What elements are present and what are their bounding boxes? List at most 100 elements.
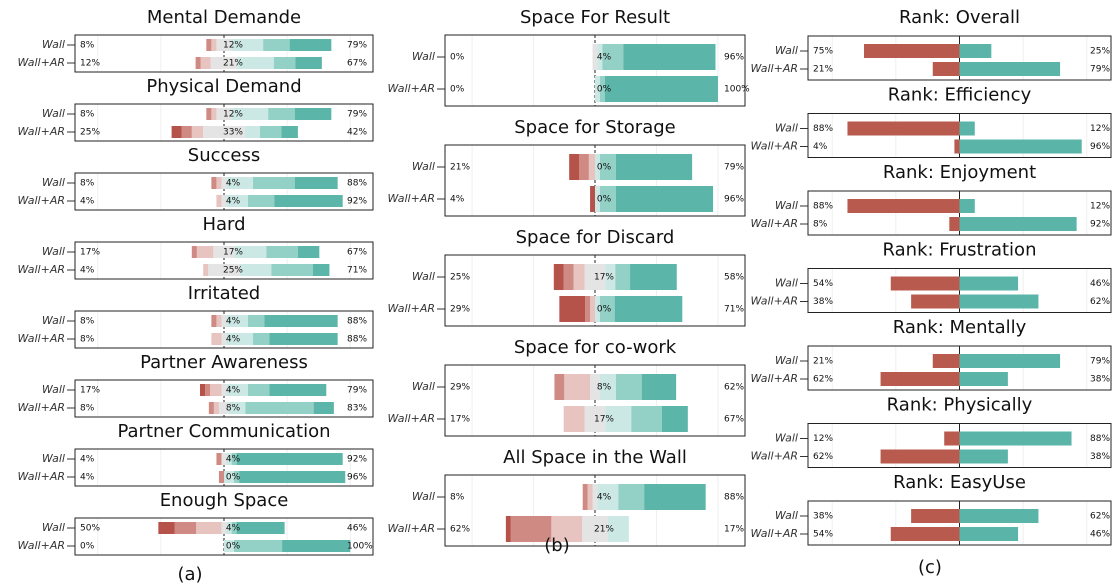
bar-negative (582, 484, 588, 510)
panel-caption: (b) (544, 535, 569, 556)
percent-left: 21% (813, 357, 833, 367)
bar-positive (247, 315, 265, 327)
percent-left: 38% (813, 297, 833, 307)
percent-right: 46% (347, 524, 367, 534)
bar-positive (959, 527, 1019, 541)
bar-positive (959, 62, 1061, 76)
bar-negative (932, 62, 960, 76)
bar-positive (618, 484, 645, 510)
bar-positive (313, 402, 334, 414)
row-label: Wall+AR (750, 140, 798, 153)
bar-positive (605, 264, 616, 290)
row-label: Wall+AR (17, 56, 65, 69)
chart-title: Space for Discard (516, 227, 675, 248)
percent-right: 88% (724, 493, 744, 503)
bar-positive (237, 57, 274, 69)
chart-title: All Space in the Wall (503, 447, 687, 468)
bar-positive (595, 296, 600, 322)
bar-positive (234, 246, 267, 258)
bar-negative (216, 315, 222, 327)
plot-frame (807, 113, 1112, 158)
bar-negative (590, 186, 595, 212)
bar-positive (244, 126, 260, 138)
row-label: Wall+AR (750, 217, 798, 230)
bar-positive (226, 522, 232, 534)
plot-frame (807, 268, 1112, 313)
panel-caption: (a) (177, 564, 202, 585)
bar-positive (597, 44, 603, 70)
row-label: Wall+AR (17, 470, 65, 483)
plot-frame (807, 35, 1112, 81)
bar-positive (271, 264, 314, 276)
bar-positive (604, 76, 718, 102)
percent-neutral: 33% (223, 128, 243, 138)
bar-positive (959, 199, 975, 213)
bar-positive (229, 402, 246, 414)
plot-frame (74, 379, 374, 418)
plot-frame (444, 474, 746, 547)
bar-negative (195, 57, 201, 69)
bar-negative (206, 108, 212, 120)
bar-positive (959, 139, 1082, 154)
bar-neutral (584, 264, 606, 290)
chart-title: Rank: Mentally (893, 317, 1027, 338)
bar-positive (274, 195, 343, 207)
chart-title: Partner Awareness (140, 352, 308, 373)
bar-negative (559, 296, 586, 322)
bar-negative (216, 195, 222, 207)
bar-neutral (221, 384, 227, 396)
bar-neutral (221, 522, 227, 534)
percent-left: 62% (813, 375, 833, 385)
panel-caption: (c) (918, 557, 942, 578)
percent-left: 4% (80, 473, 95, 483)
bar-positive (959, 217, 1077, 231)
bar-positive (595, 76, 600, 102)
bar-positive (231, 522, 237, 534)
bar-positive (313, 264, 330, 276)
row-label: Wall+AR (17, 263, 65, 276)
bar-negative (588, 154, 595, 180)
percent-right: 100% (347, 542, 373, 552)
percent-left: 88% (813, 202, 833, 212)
bar-negative (585, 296, 591, 322)
percent-neutral: 4% (226, 335, 241, 345)
percent-right: 79% (347, 110, 367, 120)
percent-left: 75% (813, 47, 833, 57)
bar-negative (211, 315, 217, 327)
row-label: Wall+AR (17, 125, 65, 138)
bar-positive (644, 484, 706, 510)
bar-negative (211, 333, 222, 345)
bar-positive (615, 264, 631, 290)
percent-right: 17% (724, 525, 744, 535)
percent-right: 96% (724, 53, 744, 63)
bar-neutral (213, 246, 235, 258)
percent-left: 12% (80, 59, 100, 69)
bar-negative (510, 516, 552, 542)
bar-negative (213, 402, 219, 414)
bar-negative (216, 177, 222, 189)
plot-frame (74, 517, 374, 556)
bar-negative (551, 516, 583, 542)
chart-title: Irritated (188, 283, 260, 304)
percent-right: 100% (724, 85, 750, 95)
bar-positive (231, 453, 237, 465)
bar-positive (599, 296, 615, 322)
percent-left: 0% (450, 53, 465, 63)
bar-negative (564, 374, 591, 400)
percent-neutral: 4% (597, 53, 612, 63)
bar-positive (602, 44, 624, 70)
bar-negative (553, 264, 564, 290)
bar-positive (630, 264, 677, 290)
percent-left: 8% (80, 41, 95, 51)
bar-positive (273, 57, 296, 69)
plot-frame (807, 345, 1112, 391)
percent-right: 83% (347, 404, 367, 414)
bar-negative (911, 509, 960, 523)
bar-positive (231, 108, 269, 120)
bar-positive (615, 186, 714, 212)
row-label: Wall (412, 380, 435, 393)
bar-positive (226, 195, 248, 207)
bar-negative (563, 264, 574, 290)
percent-right: 67% (347, 248, 367, 258)
percent-right: 38% (1090, 375, 1110, 385)
